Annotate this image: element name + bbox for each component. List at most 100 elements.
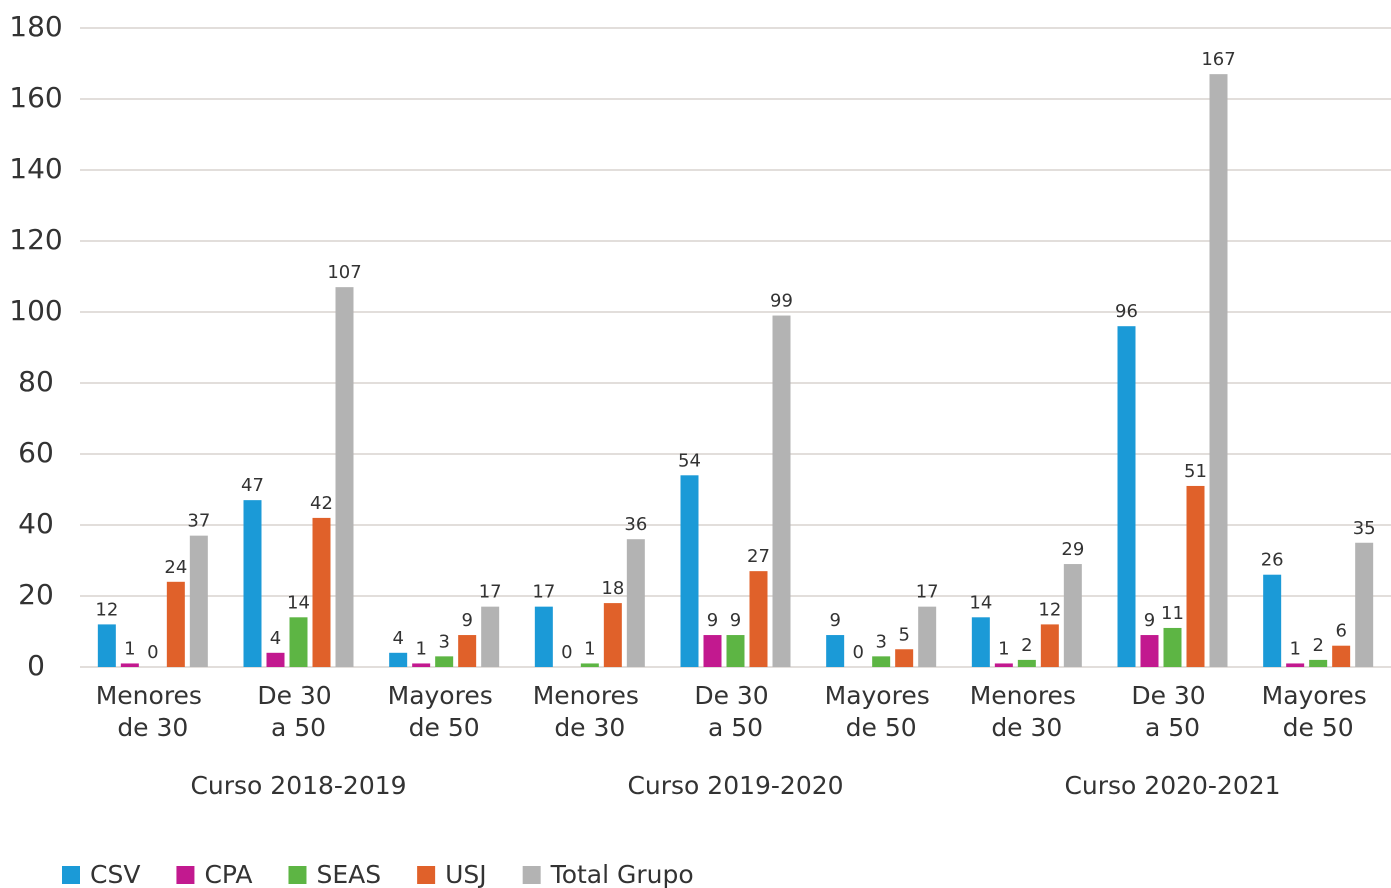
bar [166, 581, 185, 667]
data-label: 0 [147, 642, 158, 663]
data-label: 0 [561, 642, 572, 663]
bar [603, 603, 622, 667]
bar [1140, 635, 1159, 667]
bar [97, 624, 116, 667]
data-label: 14 [969, 592, 992, 613]
data-label: 29 [1061, 539, 1084, 560]
data-label: 47 [241, 475, 264, 496]
legend-label: USJ [445, 860, 487, 888]
bar [312, 517, 331, 667]
bar [772, 315, 791, 667]
legend-label: Total Grupo [550, 860, 694, 888]
data-label: 99 [770, 291, 793, 312]
x-tick-line: de 30 [554, 713, 625, 742]
bar [1040, 624, 1059, 667]
bar [1063, 564, 1082, 667]
y-tick-label: 160 [9, 81, 62, 114]
bar [895, 649, 914, 667]
x-tick-label: De 30 a 50 [1131, 681, 1213, 742]
x-tick-line: Mayores [388, 681, 501, 710]
bar [120, 663, 139, 667]
x-tick-line: de 30 [117, 713, 188, 742]
data-label: 0 [852, 642, 863, 663]
bar [749, 571, 768, 667]
bar [726, 635, 745, 667]
bar [1355, 542, 1374, 667]
data-label: 37 [187, 511, 210, 532]
bar [243, 500, 262, 667]
data-label: 3 [875, 631, 886, 652]
y-tick-label: 0 [27, 649, 45, 682]
x-tick-line: a 50 [271, 713, 326, 742]
x-tick-label: Menores de 30 [970, 681, 1084, 742]
x-tick-line: de 50 [846, 713, 917, 742]
legend-swatch [176, 866, 195, 884]
x-tick-line: de 50 [409, 713, 480, 742]
bar [1309, 659, 1328, 667]
data-label: 11 [1161, 603, 1184, 624]
x-tick-line: Mayores [825, 681, 938, 710]
x-tick-label: Mayores de 50 [825, 681, 938, 742]
data-label: 96 [1115, 301, 1138, 322]
group-label: Curso 2020-2021 [1064, 771, 1280, 800]
bar [1332, 645, 1351, 667]
bar [580, 663, 599, 667]
y-tick-label: 60 [18, 436, 54, 469]
y-tick-label: 140 [9, 152, 62, 185]
bar [289, 617, 308, 667]
x-tick-line: a 50 [708, 713, 763, 742]
x-tick-line: de 30 [991, 713, 1062, 742]
legend-swatch [288, 866, 307, 884]
x-tick-label: Menores de 30 [96, 681, 210, 742]
data-label: 12 [95, 599, 118, 620]
data-label: 42 [310, 493, 333, 514]
data-label: 5 [898, 624, 909, 645]
bar [971, 617, 990, 667]
bar [458, 635, 477, 667]
x-tick-line: Mayores [1262, 681, 1375, 710]
data-label: 9 [829, 610, 840, 631]
legend-label: CSV [90, 860, 140, 888]
x-tick-label: Menores de 30 [533, 681, 647, 742]
bar [918, 606, 937, 667]
y-tick-label: 20 [18, 578, 54, 611]
group-label: Curso 2018-2019 [190, 771, 406, 800]
group-label: Curso 2019-2020 [627, 771, 843, 800]
bar [335, 287, 354, 667]
data-label: 24 [164, 557, 187, 578]
bar [1286, 663, 1305, 667]
bar [703, 635, 722, 667]
x-tick-label: Mayores de 50 [1262, 681, 1375, 742]
data-label: 27 [747, 546, 770, 567]
data-label: 6 [1335, 621, 1346, 642]
legend-label: CPA [204, 860, 252, 888]
bar [1117, 326, 1136, 667]
bar [1017, 659, 1036, 667]
x-tick-label: De 30 a 50 [257, 681, 339, 742]
legend-swatch [522, 866, 541, 884]
bar [872, 656, 891, 667]
bar [1186, 485, 1205, 667]
bar [412, 663, 431, 667]
bar [389, 652, 408, 667]
y-tick-label: 40 [18, 507, 54, 540]
bar [680, 475, 699, 667]
bar [1209, 74, 1228, 667]
data-label: 14 [287, 592, 310, 613]
x-tick-line: De 30 [1131, 681, 1213, 710]
data-label: 1 [124, 638, 135, 659]
data-label: 51 [1184, 461, 1207, 482]
data-label: 17 [532, 582, 555, 603]
x-tick-line: Menores [970, 681, 1084, 710]
bar [826, 635, 845, 667]
bar [481, 606, 500, 667]
data-label: 107 [327, 262, 361, 283]
bar [994, 663, 1013, 667]
bar [1163, 627, 1182, 667]
data-label: 1 [1289, 638, 1300, 659]
x-tick-line: Menores [533, 681, 647, 710]
bar [189, 535, 208, 667]
data-label: 1 [998, 638, 1009, 659]
data-label: 18 [601, 578, 624, 599]
data-label: 2 [1312, 635, 1323, 656]
